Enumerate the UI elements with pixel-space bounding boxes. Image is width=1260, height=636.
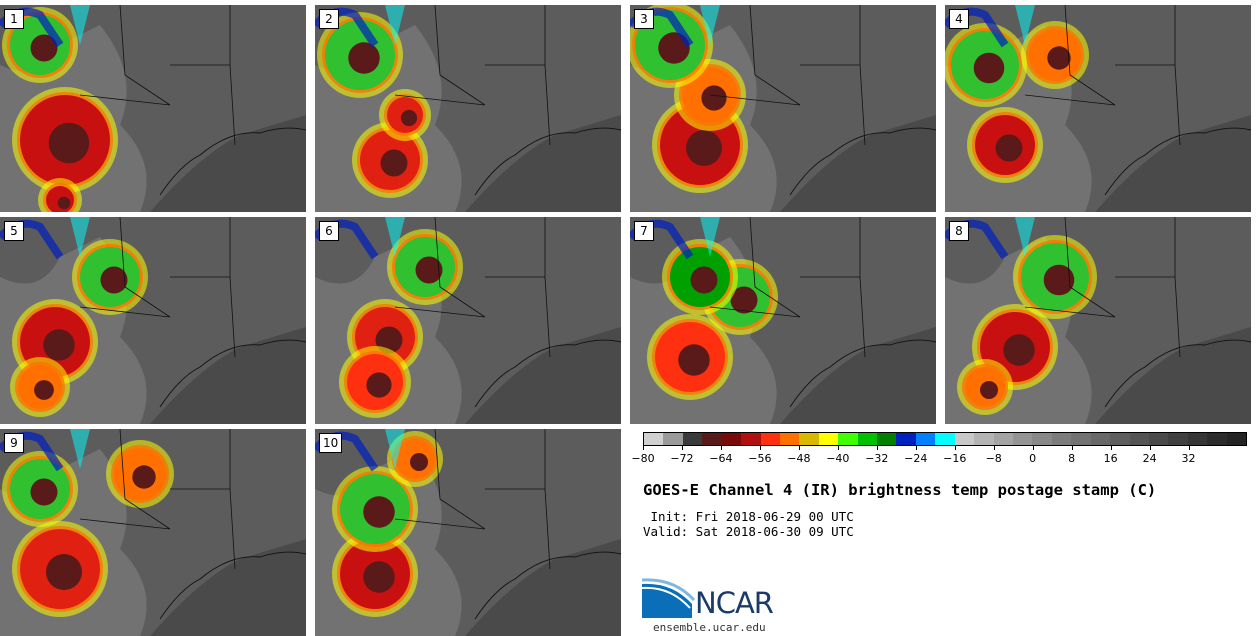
init-time: Init: Fri 2018-06-29 00 UTC: [643, 509, 854, 524]
colorbar-segment: [760, 433, 780, 445]
colorbar-tick: [1149, 446, 1151, 450]
panel-number-label: 5: [4, 221, 24, 241]
colorbar-tick-label: 24: [1142, 452, 1157, 465]
map-panel-8: 8: [945, 217, 1251, 424]
colorbar-tick-label: 8: [1068, 452, 1076, 465]
colorbar-tick-label: −80: [631, 452, 655, 465]
colorbar-segment: [1051, 433, 1072, 445]
colorbar-segment: [779, 433, 800, 445]
colorbar-tick-label: −16: [943, 452, 967, 465]
panel-number-label: 3: [634, 9, 654, 29]
colorbar-tick: [798, 446, 800, 450]
colorbar-segment: [877, 433, 897, 445]
colorbar-segment: [1187, 433, 1208, 445]
colorbar-tick-label: 0: [1029, 452, 1037, 465]
colorbar-segment: [818, 433, 839, 445]
colorbar-segment: [1168, 433, 1188, 445]
colorbar-tick: [915, 446, 917, 450]
panel-number-label: 1: [4, 9, 24, 29]
colorbar-segment: [915, 433, 936, 445]
map-panel-5: 5: [0, 217, 306, 424]
panel-number-label: 7: [634, 221, 654, 241]
colorbar-segment: [1207, 433, 1227, 445]
map-panel-10: 10: [315, 429, 621, 636]
panel-number-label: 4: [949, 9, 969, 29]
colorbar-segment: [1148, 433, 1169, 445]
colorbar-tick-label: −56: [748, 452, 772, 465]
colorbar-segment: [663, 433, 683, 445]
colorbar-segment: [721, 433, 742, 445]
ir-satellite-map-icon: [945, 5, 1251, 212]
colorbar-segment: [1071, 433, 1091, 445]
colorbar-tick-label: −32: [865, 452, 889, 465]
colorbar-segment: [1013, 433, 1033, 445]
figure-title: GOES-E Channel 4 (IR) brightness temp po…: [643, 481, 1157, 499]
colorbar-segment: [1090, 433, 1111, 445]
colorbar-tick-label: −64: [709, 452, 733, 465]
colorbar: [643, 432, 1247, 446]
colorbar-tick-label: −48: [787, 452, 811, 465]
colorbar-ticks: −80 −72 −64 −56 −48 −40 −32 −24 −16 −8 0 8 16 24 32: [631, 446, 1247, 468]
colorbar-segment: [896, 433, 916, 445]
ir-satellite-map-icon: [315, 429, 621, 636]
valid-time: Valid: Sat 2018-06-30 09 UTC: [643, 524, 854, 539]
ir-satellite-map-icon: [0, 5, 306, 212]
map-panel-3: 3: [630, 5, 936, 212]
panel-number-label: 9: [4, 433, 24, 453]
map-panel-7: 7: [630, 217, 936, 424]
colorbar-segment: [1110, 433, 1130, 445]
ir-satellite-map-icon: [630, 5, 936, 212]
colorbar-tick: [643, 446, 644, 450]
map-panel-6: 6: [315, 217, 621, 424]
colorbar-tick: [681, 446, 683, 450]
colorbar-tick-label: 32: [1181, 452, 1196, 465]
ir-satellite-map-icon: [945, 217, 1251, 424]
map-panel-2: 2: [315, 5, 621, 212]
colorbar-tick: [1110, 446, 1112, 450]
colorbar-segment: [1129, 433, 1149, 445]
panel-number-label: 8: [949, 221, 969, 241]
colorbar-segment: [1226, 433, 1247, 445]
colorbar-segment: [838, 433, 858, 445]
colorbar-segment: [974, 433, 994, 445]
ir-satellite-map-icon: [630, 217, 936, 424]
colorbar-segment: [682, 433, 703, 445]
website-url[interactable]: ensemble.ucar.edu: [653, 621, 766, 634]
map-panel-1: 1: [0, 5, 306, 212]
colorbar-segment: [935, 433, 955, 445]
map-panel-9: 9: [0, 429, 306, 636]
ir-satellite-map-icon: [315, 217, 621, 424]
colorbar-tick: [876, 446, 878, 450]
colorbar-tick: [954, 446, 956, 450]
colorbar-segment: [857, 433, 878, 445]
colorbar-tick: [759, 446, 761, 450]
colorbar-tick: [837, 446, 839, 450]
colorbar-tick-label: −8: [985, 452, 1002, 465]
colorbar-tick: [1032, 446, 1034, 450]
colorbar-segment: [644, 433, 664, 445]
panel-number-label: 2: [319, 9, 339, 29]
ncar-logo-text: NCAR: [695, 586, 774, 620]
colorbar-segment: [799, 433, 819, 445]
colorbar-tick-label: 16: [1103, 452, 1118, 465]
colorbar-tick: [993, 446, 995, 450]
colorbar-segment: [741, 433, 761, 445]
colorbar-segment: [993, 433, 1014, 445]
colorbar-tick: [1188, 446, 1190, 450]
ir-satellite-map-icon: [0, 217, 306, 424]
map-panel-4: 4: [945, 5, 1251, 212]
colorbar-segment: [954, 433, 975, 445]
colorbar-tick-label: −72: [670, 452, 694, 465]
colorbar-segment: [702, 433, 722, 445]
panel-number-label: 6: [319, 221, 339, 241]
colorbar-tick-label: −40: [826, 452, 850, 465]
ir-satellite-map-icon: [315, 5, 621, 212]
colorbar-segment: [1032, 433, 1052, 445]
ncar-logo-icon: [642, 578, 696, 618]
colorbar-tick-label: −24: [904, 452, 928, 465]
colorbar-tick: [720, 446, 722, 450]
ir-satellite-map-icon: [0, 429, 306, 636]
colorbar-tick: [1071, 446, 1073, 450]
panel-number-label: 10: [319, 433, 343, 453]
